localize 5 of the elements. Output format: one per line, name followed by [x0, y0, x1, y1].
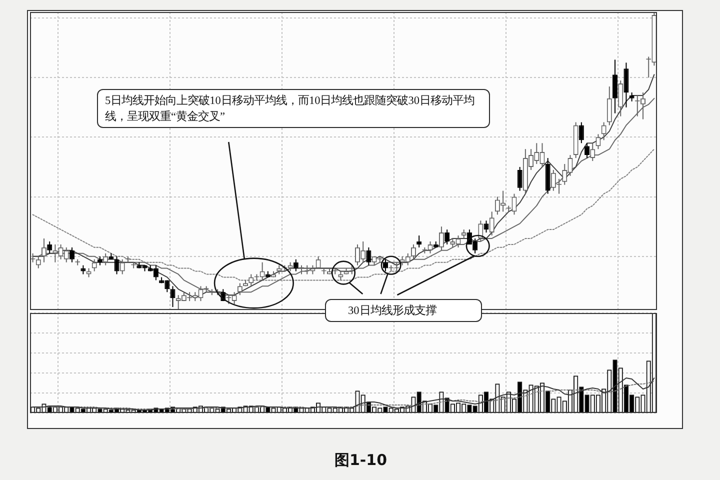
annotation: 30日均线形成支撑 — [348, 305, 436, 317]
annotation: 5日均线开始向上突破10日移动平均线，而10日均线也跟随突破30日移动平均线，呈现双重“黄金交叉” — [105, 95, 475, 123]
caption: 图1-10 — [334, 451, 388, 470]
callout-box: 30日均线形成支撑 — [325, 299, 482, 322]
callout-box: 5日均线开始向上突破10日移动平均线，而10日均线也跟随突破30日移动平均线，呈现双重“黄金交叉” — [97, 89, 490, 128]
